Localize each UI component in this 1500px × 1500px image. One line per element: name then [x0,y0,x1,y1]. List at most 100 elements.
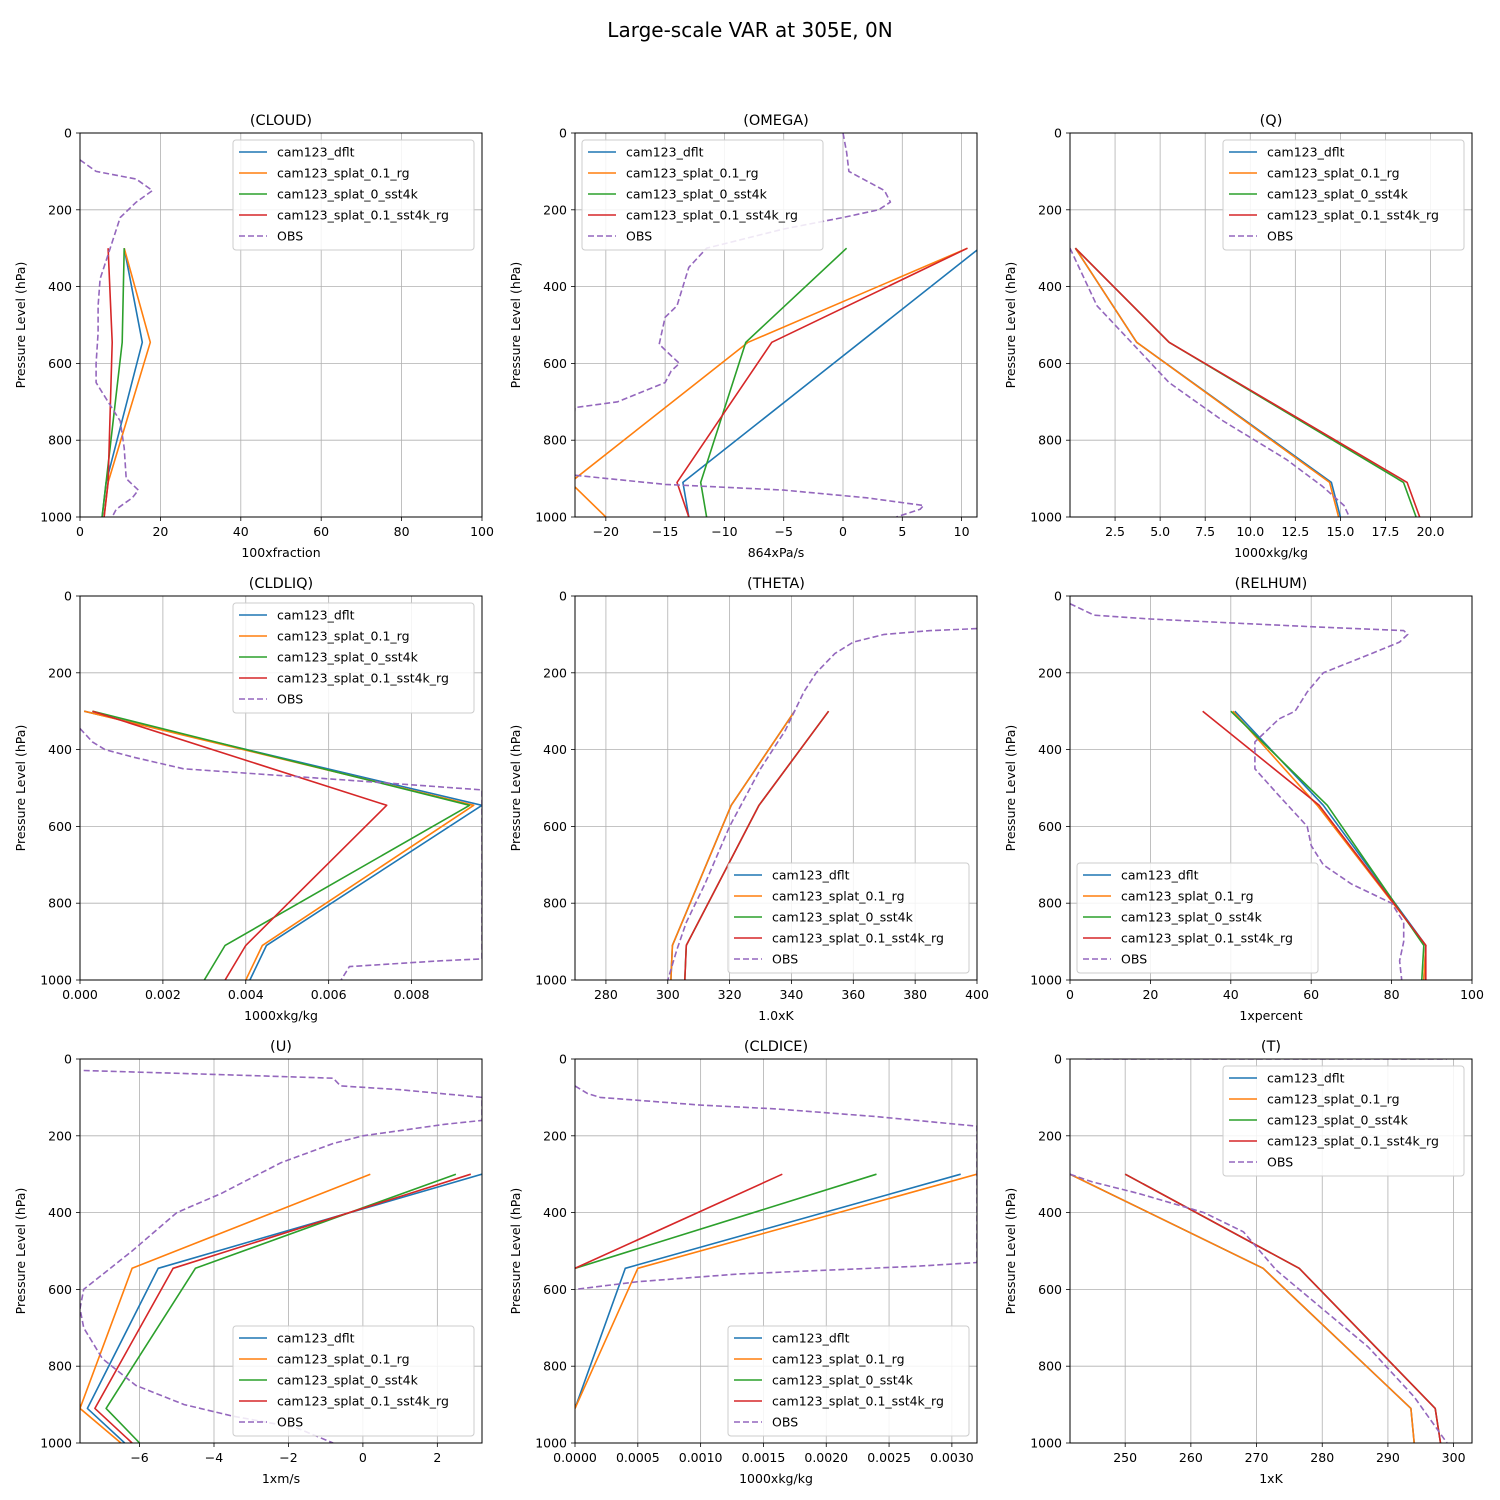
legend-label: cam123_splat_0.1_rg [277,166,410,181]
legend: cam123_dflt cam123_splat_0.1_rg cam123_spl… [1076,862,1319,974]
series-line-cam123_splat_0_sst4k [1230,710,1425,980]
series-line-cam123_splat_0_sst4k [105,1173,457,1443]
y-axis-label: Pressure Level (hPa) [1003,725,1018,852]
panel-title: (THETA) [747,576,805,592]
panel-7: −6 −4 −2 0 2 0 200 400 600 800 1000 (U) 1xm/s Pressur… [13,1039,483,1486]
x-tick-label: 280 [594,987,618,1002]
legend-label: cam123_splat_0_sst4k [626,187,768,202]
y-axis-label: Pressure Level (hPa) [13,262,28,389]
x-tick-label: 0.002 [145,987,181,1002]
panel-4: 0.000 0.002 0.004 0.006 0.008 0 200 400 600 800 10… [13,576,483,1023]
x-tick-label: 5 [898,524,906,539]
y-tick-label: 0 [64,589,72,604]
x-tick-label: −10 [711,524,737,539]
x-tick-label: 290 [1376,1450,1400,1465]
legend-label: OBS [277,229,303,244]
series-group [575,1085,977,1409]
x-tick-label: −5 [774,524,792,539]
y-tick-label: 400 [543,279,567,294]
x-axis-label: 1000xkg/kg [739,1471,813,1486]
x-tick-label: −15 [652,524,678,539]
y-tick-label: 1000 [40,1436,72,1451]
y-tick-label: 1000 [1030,1436,1062,1451]
x-tick-label: 0.004 [228,987,264,1002]
x-tick-label: 80 [1384,987,1400,1002]
x-tick-label: 10 [954,524,970,539]
legend-box [232,139,475,251]
legend-box [581,139,824,251]
series-line-OBS [80,727,482,980]
y-tick-label: 600 [48,356,72,371]
y-tick-label: 1000 [535,510,567,525]
y-tick-label: 400 [48,279,72,294]
legend: cam123_dflt cam123_splat_0.1_rg cam123_spl… [1222,1065,1465,1177]
axes-frame [79,1058,483,1444]
x-tick-label: 0.006 [311,987,347,1002]
legend-label: cam123_splat_0_sst4k [772,910,914,925]
y-tick-label: 200 [1038,665,1062,680]
series-line-cam123_splat_0.1_sst4k_rg [1202,710,1427,980]
x-tick-label: 0.0005 [616,1450,660,1465]
legend-box [1222,139,1465,251]
x-tick-label: 7.5 [1195,524,1215,539]
legend: cam123_dflt cam123_splat_0.1_rg cam123_spl… [581,139,824,251]
legend-label: cam123_dflt [277,1331,355,1346]
panel-3: 2.5 5.0 7.5 10.0 12.5 15.0 17.5 20.0 0 200 400 600 8… [1003,113,1473,560]
y-tick-label: 0 [64,1052,72,1067]
legend-label: OBS [1267,229,1293,244]
series-line-cam123_dflt [682,249,977,517]
panel-title: (CLDICE) [744,1039,808,1055]
x-axis-label: 1xpercent [1239,1008,1302,1023]
series-line-cam123_splat_0.1_rg [1074,247,1340,517]
panel-1: 0 20 40 60 80 10002004006008001000(CLOUD)100x… [13,113,494,560]
y-tick-label: 800 [48,896,72,911]
y-tick-label: 200 [1038,1128,1062,1143]
x-tick-label: 260 [1179,1450,1203,1465]
legend-label: OBS [277,1415,303,1430]
y-tick-label: 600 [543,1282,567,1297]
y-tick-label: 1000 [40,510,72,525]
panel-9: 250 260 270 280 290 300 0 200 400 600 800 1000 (T) 1x… [1003,1039,1473,1486]
y-tick-label: 200 [543,1128,567,1143]
x-axis-label: 1xm/s [262,1471,300,1486]
x-tick-label: 0 [1066,987,1074,1002]
x-tick-label: 0.0015 [742,1450,786,1465]
legend-box [727,1325,970,1437]
x-tick-label: 40 [1223,987,1239,1002]
legend-label: cam123_dflt [1121,868,1199,883]
series-group [667,627,977,980]
y-tick-label: 600 [1038,356,1062,371]
legend-label: cam123_dflt [277,608,355,623]
x-tick-label: 0.0010 [679,1450,723,1465]
series-line-cam123_splat_0_sst4k [699,247,848,517]
series-line-cam123_splat_0.1_rg [670,710,796,980]
y-tick-label: 400 [1038,1205,1062,1220]
x-tick-label: 40 [233,524,249,539]
series-line-cam123_splat_0.1_sst4k_rg [684,710,830,980]
y-tick-label: 200 [543,665,567,680]
legend-label: cam123_splat_0_sst4k [277,1373,419,1388]
y-axis-label: Pressure Level (hPa) [508,262,523,389]
y-tick-label: 0 [559,126,567,141]
y-tick-label: 800 [543,896,567,911]
series-line-OBS [575,1085,977,1291]
y-tick-label: 800 [1038,433,1062,448]
x-tick-label: 0 [839,524,847,539]
x-axis-label: 1000xkg/kg [244,1008,318,1023]
x-tick-label: 250 [1113,1450,1137,1465]
panel-6: 0 20 40 60 80 10002004006008001000(RELHUM)1xp… [1003,576,1484,1023]
series-line-cam123_splat_0_sst4k [575,1173,877,1270]
x-tick-label: 0.0000 [553,1450,597,1465]
y-tick-label: 600 [48,819,72,834]
x-tick-label: 300 [1442,1450,1466,1465]
panels: 0 20 40 60 80 10002004006008001000(CLOUD)100x… [13,113,1484,1486]
legend-label: cam123_splat_0.1_rg [1121,889,1254,904]
series-line-cam123_splat_0.1_rg [575,1173,977,1409]
series-line-OBS [1070,1173,1448,1443]
legend-label: cam123_dflt [626,145,704,160]
y-tick-label: 0 [1054,589,1062,604]
legend-label: cam123_splat_0.1_sst4k_rg [277,671,449,686]
legend-label: cam123_splat_0_sst4k [277,650,419,665]
series-line-cam123_splat_0.1_sst4k_rg [1074,247,1421,517]
